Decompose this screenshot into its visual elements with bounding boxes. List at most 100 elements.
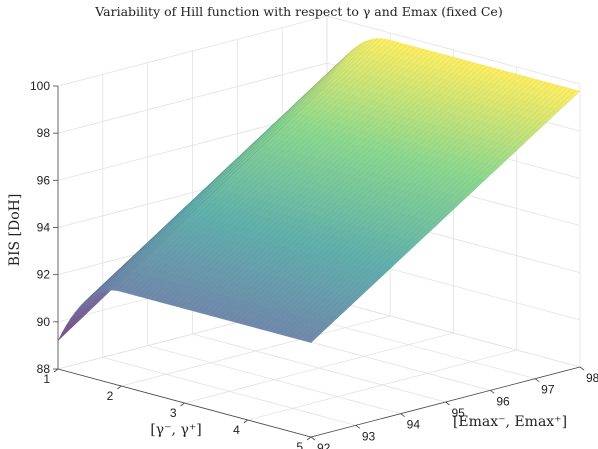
surface-mesh-line xyxy=(116,38,387,291)
surface-mesh-line xyxy=(188,58,458,310)
surface-mesh-line xyxy=(184,56,454,309)
surface-mesh-line xyxy=(234,70,505,323)
x-axis-label: [γ⁻, γ⁺] xyxy=(150,422,201,438)
surface-mesh-line xyxy=(57,84,328,341)
surface-mesh-line xyxy=(247,73,517,326)
surface-mesh-line xyxy=(268,79,538,332)
surface-mesh-line xyxy=(163,51,433,304)
surface-mesh-line xyxy=(167,52,437,305)
surface-mesh-line xyxy=(175,54,446,307)
surface-mesh-line xyxy=(230,69,501,322)
surface-patch xyxy=(306,335,319,343)
surface-mesh-line xyxy=(78,53,349,308)
surface-mesh-line xyxy=(112,38,382,291)
surface-mesh-line xyxy=(256,76,526,329)
surface-mesh-line xyxy=(289,85,560,338)
surface-mesh-line xyxy=(239,71,509,324)
y-tick-mark xyxy=(579,366,585,371)
surface-mesh-line xyxy=(222,67,492,320)
surface-mesh-line xyxy=(213,64,484,317)
x-tick-mark xyxy=(306,436,312,441)
surface-mesh-line xyxy=(209,63,479,316)
surface-mesh-line xyxy=(302,88,572,341)
surface-mesh-line xyxy=(83,49,353,304)
x-tick-label: 5 xyxy=(296,440,303,449)
y-tick-mark xyxy=(355,425,361,429)
surface-mesh-line xyxy=(108,38,378,291)
surface-mesh-line xyxy=(159,50,429,303)
surface-mesh-line xyxy=(272,80,543,333)
z-tick-label: 88 xyxy=(37,362,51,376)
y-tick-label: 92 xyxy=(317,441,331,449)
z-tick-label: 90 xyxy=(37,315,51,329)
floor-grid-line xyxy=(102,356,356,426)
y-tick-mark xyxy=(400,413,405,417)
surface-mesh-line xyxy=(142,45,412,298)
surface-mesh-line xyxy=(285,84,555,337)
z-axis-label: BIS [DoH] xyxy=(7,194,23,267)
z-tick-label: 100 xyxy=(30,79,50,93)
x-tick-label: 2 xyxy=(107,389,114,403)
surface-mesh-line xyxy=(129,42,399,295)
y-tick-label: 95 xyxy=(452,406,466,420)
surface-mesh-line xyxy=(171,53,442,306)
y-tick-mark xyxy=(490,390,495,394)
surface-mesh-line xyxy=(66,69,336,326)
surface-mesh-line xyxy=(104,38,374,291)
y-tick-label: 97 xyxy=(541,383,555,397)
x-tick-mark xyxy=(117,385,122,390)
surface-mesh-line xyxy=(251,75,522,327)
surface-mesh-line xyxy=(121,39,391,292)
surface-mesh-line xyxy=(154,48,425,301)
x-tick-mark xyxy=(180,402,185,407)
z-tick-label: 96 xyxy=(37,173,51,187)
title-part-1: Variability of Hill function with respec… xyxy=(94,4,502,19)
x-tick-label: 4 xyxy=(233,423,240,437)
surface-mesh-line xyxy=(100,39,370,293)
x-tick-label: 1 xyxy=(43,372,50,386)
surface-mesh-line xyxy=(310,90,581,343)
y-tick-label: 93 xyxy=(362,429,376,443)
surface-mesh-line xyxy=(243,72,513,325)
surface-mesh-line xyxy=(192,59,463,312)
y-tick-label: 94 xyxy=(407,418,421,432)
y-tick-mark xyxy=(310,436,316,441)
chart-title: Variability of Hill function with respec… xyxy=(94,4,502,19)
surface-mesh-line xyxy=(95,41,366,294)
y-tick-label: 96 xyxy=(496,394,510,408)
surface-mesh-line xyxy=(277,81,547,334)
surface-mesh-line xyxy=(133,43,404,296)
axes: 88 90 92 94 96 98 100 1 2 3 4 5 92 93 94 95 96 97 98 BIS [D… xyxy=(7,79,598,449)
y-tick-mark xyxy=(445,401,450,406)
surface-mesh-line xyxy=(62,76,332,333)
surface-mesh-line xyxy=(293,86,564,339)
surface-mesh-line xyxy=(306,89,576,342)
surface-mesh-line xyxy=(260,77,530,330)
surface-mesh-line xyxy=(74,58,345,313)
z-tick-label: 94 xyxy=(37,221,51,235)
surface-mesh-line xyxy=(281,82,551,335)
floor-grid-line xyxy=(192,333,446,403)
surface-mesh-line xyxy=(137,44,408,297)
z-tick-label: 92 xyxy=(37,268,51,282)
surface-mesh-line xyxy=(264,78,534,331)
x-tick-label: 3 xyxy=(170,406,177,420)
surface-mesh-line xyxy=(91,43,361,297)
surface-mesh-line xyxy=(125,41,395,293)
y-tick-mark xyxy=(534,378,540,382)
x-tick-mark xyxy=(53,368,59,373)
y-tick-label: 98 xyxy=(586,371,598,385)
surface-mesh-line xyxy=(150,47,420,300)
z-tick-label: 98 xyxy=(37,126,51,140)
surface-mesh-line xyxy=(226,68,496,321)
surface-patch xyxy=(57,325,70,341)
x-tick-mark xyxy=(243,419,248,424)
surface-mesh xyxy=(57,38,581,343)
surface-mesh-line xyxy=(87,46,357,300)
surface-mesh-line xyxy=(70,63,340,319)
surface-mesh-line xyxy=(218,65,488,318)
surface-mesh-line xyxy=(180,55,450,308)
floor-grid-line xyxy=(147,345,401,415)
